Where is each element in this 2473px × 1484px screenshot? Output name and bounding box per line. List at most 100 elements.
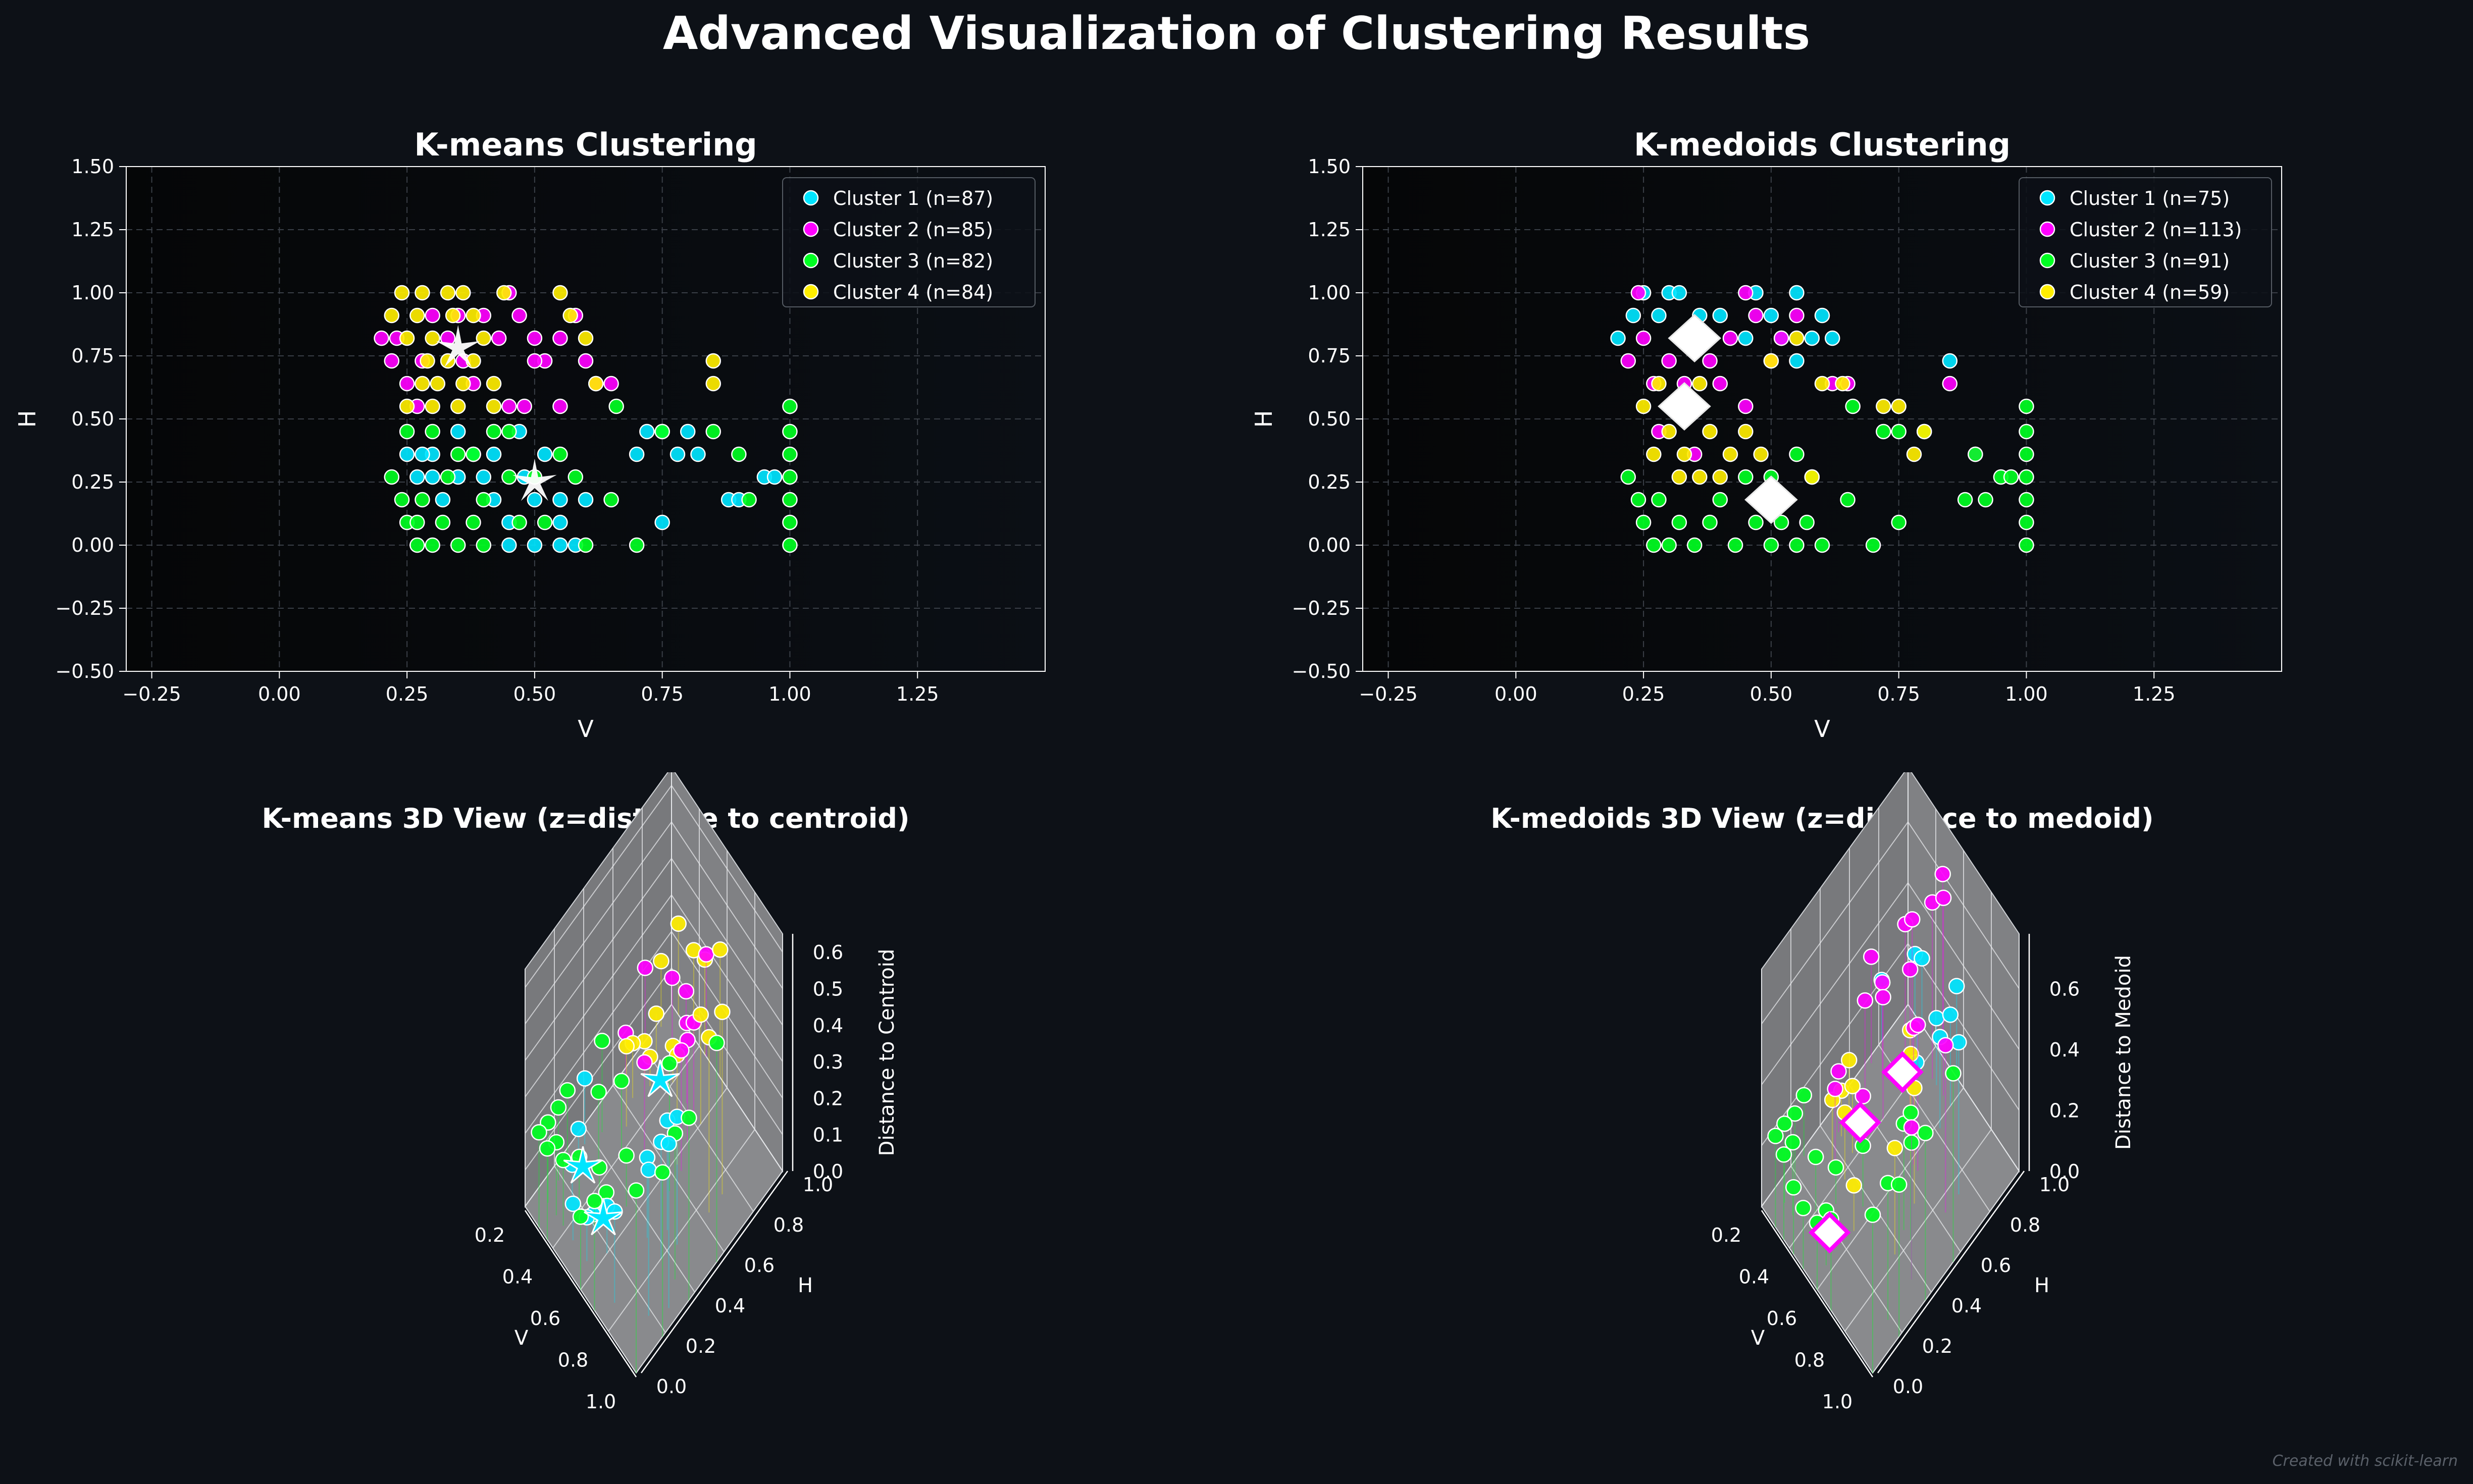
y-tick-label: 0.50 — [1308, 408, 1351, 430]
x-tick-label: 1.00 — [2005, 683, 2048, 705]
medoid-marker — [1839, 1101, 1881, 1144]
data-point — [578, 492, 594, 508]
left-grid-z — [525, 785, 672, 988]
data-point — [1686, 537, 1703, 553]
data-point — [586, 1193, 603, 1209]
data-point — [1789, 285, 1805, 301]
centroid-marker — [584, 1198, 623, 1236]
x-tick-label: 1.0 — [1822, 1391, 1852, 1413]
x-tick-label: 0.4 — [502, 1266, 533, 1288]
data-point — [384, 469, 400, 485]
data-point — [1692, 376, 1708, 392]
y-tick-label: 0.8 — [2010, 1214, 2040, 1236]
data-point — [705, 423, 722, 440]
data-point — [629, 446, 645, 462]
data-point — [552, 330, 568, 346]
x-axis-label: V — [578, 715, 594, 743]
data-point — [450, 423, 466, 440]
x-tick-label: 0.50 — [1750, 683, 1793, 705]
y-axis-label: H — [2034, 1274, 2049, 1297]
y-tick-label: 1.0 — [2039, 1174, 2070, 1196]
legend-marker — [2039, 221, 2055, 237]
data-point — [455, 376, 471, 392]
data-points — [531, 915, 731, 1373]
data-point — [1661, 353, 1677, 369]
data-point — [1799, 514, 1815, 531]
subplot-title: K-medoids 3D View (z=distance to medoid) — [1490, 803, 2153, 834]
data-point — [590, 1084, 607, 1100]
data-point — [1651, 376, 1667, 392]
data-point — [2019, 537, 2034, 553]
data-point — [1814, 307, 1830, 324]
data-point — [2019, 469, 2034, 485]
legend-marker — [803, 190, 819, 206]
data-point — [476, 492, 492, 508]
data-point — [570, 1121, 587, 1137]
data-point — [415, 446, 430, 462]
x-axis-line — [1761, 1210, 1874, 1377]
data-point — [486, 398, 502, 414]
y-tick-label: 0.25 — [1308, 471, 1351, 493]
y-tick-label: 1.25 — [71, 219, 114, 241]
x-axis-label: V — [1814, 715, 1830, 743]
data-point — [425, 469, 440, 485]
data-point — [486, 446, 502, 462]
floor-grid-v — [608, 1129, 755, 1332]
series-2 — [374, 285, 619, 414]
data-point — [537, 514, 553, 531]
legend-label: Cluster 2 (n=85) — [833, 219, 993, 241]
left-grid-z — [1761, 821, 1909, 1025]
data-point — [1942, 1006, 1959, 1023]
data-point — [603, 376, 619, 392]
subplot-title: K-means 3D View (z=distance to centroid) — [262, 803, 909, 834]
centroid-marker — [563, 1146, 603, 1184]
data-point — [409, 469, 425, 485]
data-point — [1789, 353, 1805, 369]
x-tick-label: 0.25 — [1622, 683, 1665, 705]
data-point — [2019, 423, 2034, 440]
data-point — [1671, 285, 1687, 301]
x-tick-label: 0.2 — [1711, 1224, 1741, 1246]
y-tick-label: −0.50 — [56, 660, 114, 682]
data-point — [653, 952, 669, 970]
data-point — [1625, 307, 1641, 324]
y-tick-label: 1.00 — [1308, 282, 1351, 304]
back-grid-z — [1908, 882, 2020, 1050]
data-point — [1934, 866, 1951, 882]
legend-label: Cluster 1 (n=87) — [833, 187, 993, 209]
data-point — [1903, 1119, 1920, 1136]
data-point — [1876, 398, 1891, 414]
data-point — [1890, 1176, 1908, 1193]
data-point — [1635, 330, 1652, 346]
legend-marker — [803, 221, 819, 237]
data-point — [420, 353, 435, 369]
data-point — [636, 1054, 653, 1071]
back-grid-z — [1908, 1004, 2020, 1172]
data-point — [1767, 1128, 1784, 1144]
data-point — [1807, 1148, 1824, 1165]
legend-box — [782, 177, 1036, 307]
data-point — [501, 537, 517, 553]
left-grid-z — [525, 894, 672, 1097]
subplot-title: K-means Clustering — [414, 126, 757, 163]
data-point — [476, 330, 492, 346]
medoid-marker — [1881, 1051, 1924, 1093]
medoid-marker — [1658, 382, 1711, 431]
data-point — [1844, 1078, 1861, 1094]
data-point — [552, 285, 568, 301]
data-point — [1835, 376, 1850, 392]
subplot-title: K-medoids Clustering — [1634, 126, 2011, 163]
data-point — [1814, 537, 1830, 553]
data-point — [766, 469, 783, 485]
legend-box — [2019, 177, 2272, 307]
data-point — [415, 285, 430, 301]
back-grid-z — [671, 821, 783, 989]
data-point — [562, 307, 578, 324]
legend-marker — [803, 252, 819, 269]
data-point — [1948, 978, 1965, 994]
data-point — [1748, 514, 1764, 531]
data-point — [681, 1109, 697, 1126]
data-point — [511, 514, 527, 531]
data-point — [466, 307, 481, 324]
